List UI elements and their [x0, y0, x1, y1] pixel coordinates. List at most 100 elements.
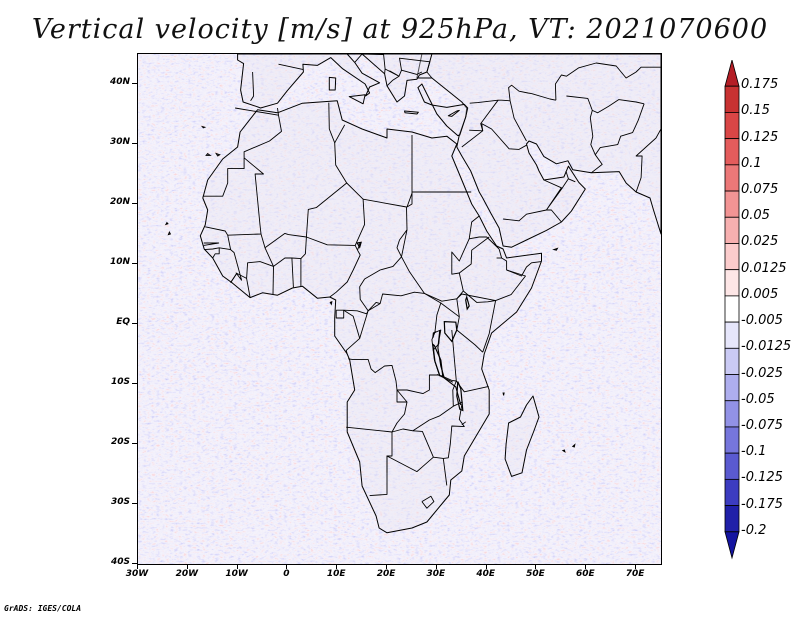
lat-tick: [132, 443, 137, 444]
lon-tick-label: 30E: [426, 569, 446, 579]
colorbar-tick-label: -0.2: [741, 522, 767, 538]
colorbar-tick-label: -0.125: [741, 470, 783, 486]
chart-title: Vertical velocity [m/s] at 925hPa, VT: 2…: [31, 14, 769, 45]
lat-tick: [132, 203, 137, 204]
colorbar-tick-label: 0.0125: [741, 260, 787, 276]
colorbar-swatch: [724, 190, 740, 218]
colorbar-swatch: [724, 60, 740, 87]
colorbar-tick-label: -0.0125: [741, 339, 792, 355]
europe-landmass: [237, 54, 433, 109]
country-border: [396, 293, 442, 403]
colorbar-swatch: [724, 347, 740, 375]
small-island: [167, 231, 172, 236]
colorbar-tick-label: -0.075: [741, 417, 783, 433]
country-border: [509, 100, 527, 142]
colorbar-swatch: [724, 321, 740, 349]
landmass: [417, 83, 469, 137]
country-border: [442, 401, 465, 486]
lon-tick-label: 50E: [526, 569, 545, 579]
country-border: [421, 495, 435, 509]
country-border: [205, 157, 264, 236]
lon-tick: [336, 564, 338, 569]
country-border: [568, 178, 576, 183]
country-border: [469, 99, 511, 104]
colorbar-swatch: [724, 505, 740, 533]
colorbar-tick-label: -0.05: [741, 391, 775, 407]
country-border: [354, 54, 386, 74]
lake-outline: [356, 241, 362, 249]
country-border: [594, 103, 645, 156]
country-border: [334, 124, 346, 144]
country-border: [424, 215, 480, 302]
country-border: [306, 236, 361, 298]
country-border: [335, 310, 345, 319]
colorbar-swatch: [724, 85, 740, 113]
small-island: [552, 247, 559, 251]
colorbar-tick-label: -0.175: [741, 496, 783, 512]
velocity-field-detail: [138, 54, 661, 564]
colorbar-tick-label: 0.075: [741, 182, 779, 198]
landmass: [348, 94, 366, 105]
country-border: [635, 128, 661, 193]
country-border: [440, 302, 460, 318]
lat-tick: [132, 563, 137, 564]
colorbar-swatch: [724, 243, 740, 271]
lon-tick-label: 10E: [326, 569, 346, 579]
country-border: [506, 261, 542, 277]
lat-tick: [132, 503, 137, 504]
country-border: [212, 247, 220, 259]
country-border: [401, 229, 408, 257]
country-border: [456, 298, 484, 353]
country-border: [531, 93, 556, 101]
country-border: [459, 236, 490, 274]
lat-tick: [132, 263, 137, 264]
lat-tick-label: 10S: [110, 377, 130, 387]
colorbar-swatch: [724, 295, 740, 323]
lat-tick-label: 30N: [109, 137, 130, 147]
lat-tick: [132, 323, 137, 324]
small-island: [164, 221, 169, 226]
country-border: [336, 198, 408, 315]
colorbar-swatch: [724, 374, 740, 402]
country-border: [346, 389, 408, 433]
map-panel: [137, 53, 662, 565]
country-border: [503, 209, 562, 223]
colorbar-swatch: [724, 426, 740, 454]
small-island: [502, 392, 505, 396]
landmass: [447, 109, 460, 117]
lon-tick-label: 70E: [625, 569, 645, 579]
country-border: [250, 71, 255, 102]
colorbar-tick-label: 0.05: [741, 208, 770, 224]
colorbar-swatch: [724, 269, 740, 297]
country-border: [463, 248, 526, 303]
lon-tick-label: 0: [283, 569, 290, 579]
country-border: [554, 62, 661, 101]
country-border: [230, 272, 247, 283]
lon-tick: [535, 564, 537, 569]
country-border: [235, 107, 279, 116]
colorbar-swatch: [724, 452, 740, 480]
country-border: [243, 115, 282, 158]
rift-lakes-outline: [437, 329, 462, 406]
country-border: [384, 68, 400, 77]
country-border: [291, 257, 294, 288]
country-borders: [202, 54, 661, 509]
lat-tick-label: EQ: [116, 317, 130, 327]
country-border: [543, 170, 569, 211]
colorbar: [724, 60, 740, 560]
colorbar-tick-label: 0.125: [741, 129, 779, 145]
lon-tick: [186, 564, 188, 569]
country-border: [461, 421, 466, 426]
colorbar-swatch: [724, 216, 740, 244]
landmass: [328, 76, 337, 91]
colorbar-swatch: [724, 478, 740, 506]
africa-landmass: [199, 100, 542, 534]
country-border: [469, 236, 500, 250]
small-island: [200, 125, 207, 129]
lat-tick: [132, 83, 137, 84]
lon-tick-label: 40E: [476, 569, 495, 579]
colorbar-tick-label: -0.025: [741, 365, 783, 381]
colorbar-swatch: [724, 112, 740, 140]
country-border: [203, 242, 220, 246]
country-border: [346, 182, 366, 246]
